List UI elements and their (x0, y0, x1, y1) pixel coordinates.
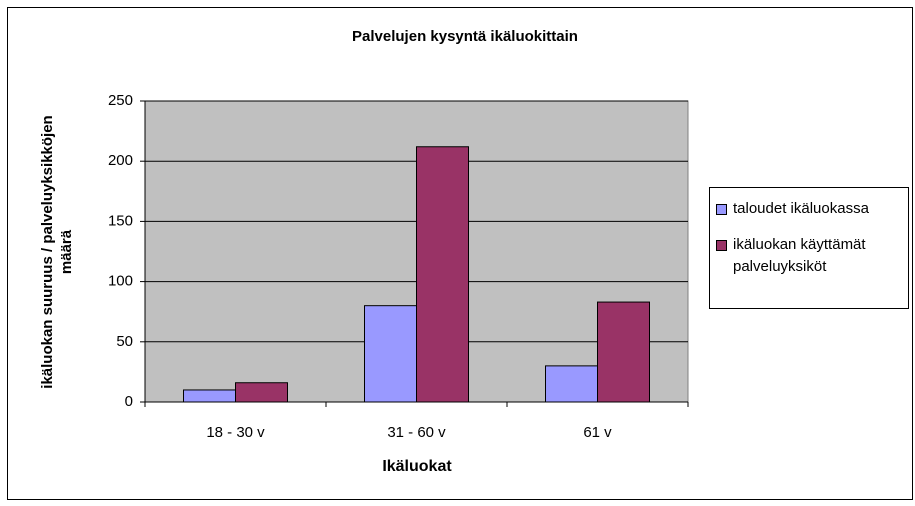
legend-label: taloudet ikäluokassa (733, 200, 869, 217)
y-tick-label: 50 (116, 333, 133, 350)
bar (183, 389, 236, 403)
legend-swatch (716, 204, 727, 215)
y-tick-label: 150 (108, 212, 133, 229)
y-tick-label: 100 (108, 273, 133, 290)
bar (597, 301, 650, 403)
legend-item: ikäluokan käyttämät palveluyksiköt (716, 234, 908, 278)
x-tick-label: 18 - 30 v (206, 424, 265, 441)
legend-item: taloudet ikäluokassa (716, 198, 908, 220)
bar (416, 146, 469, 403)
bar (545, 365, 598, 403)
x-axis-title: Ikäluokat (382, 458, 452, 475)
y-axis-title: ikäluokan suuruus / palveluyksikköjen mä… (39, 115, 75, 389)
bar (235, 382, 288, 403)
legend: taloudet ikäluokassa ikäluokan käyttämät … (709, 187, 909, 309)
y-tick-label: 0 (125, 393, 133, 410)
legend-label: ikäluokan käyttämät palveluyksiköt (733, 236, 866, 275)
x-tick-label: 61 v (583, 424, 612, 441)
legend-swatch (716, 240, 727, 251)
x-tick-label: 31 - 60 v (387, 424, 446, 441)
bar (364, 305, 417, 403)
y-tick-label: 250 (108, 92, 133, 109)
y-tick-label: 200 (108, 152, 133, 169)
chart-title: Palvelujen kysyntä ikäluokittain (352, 28, 578, 45)
